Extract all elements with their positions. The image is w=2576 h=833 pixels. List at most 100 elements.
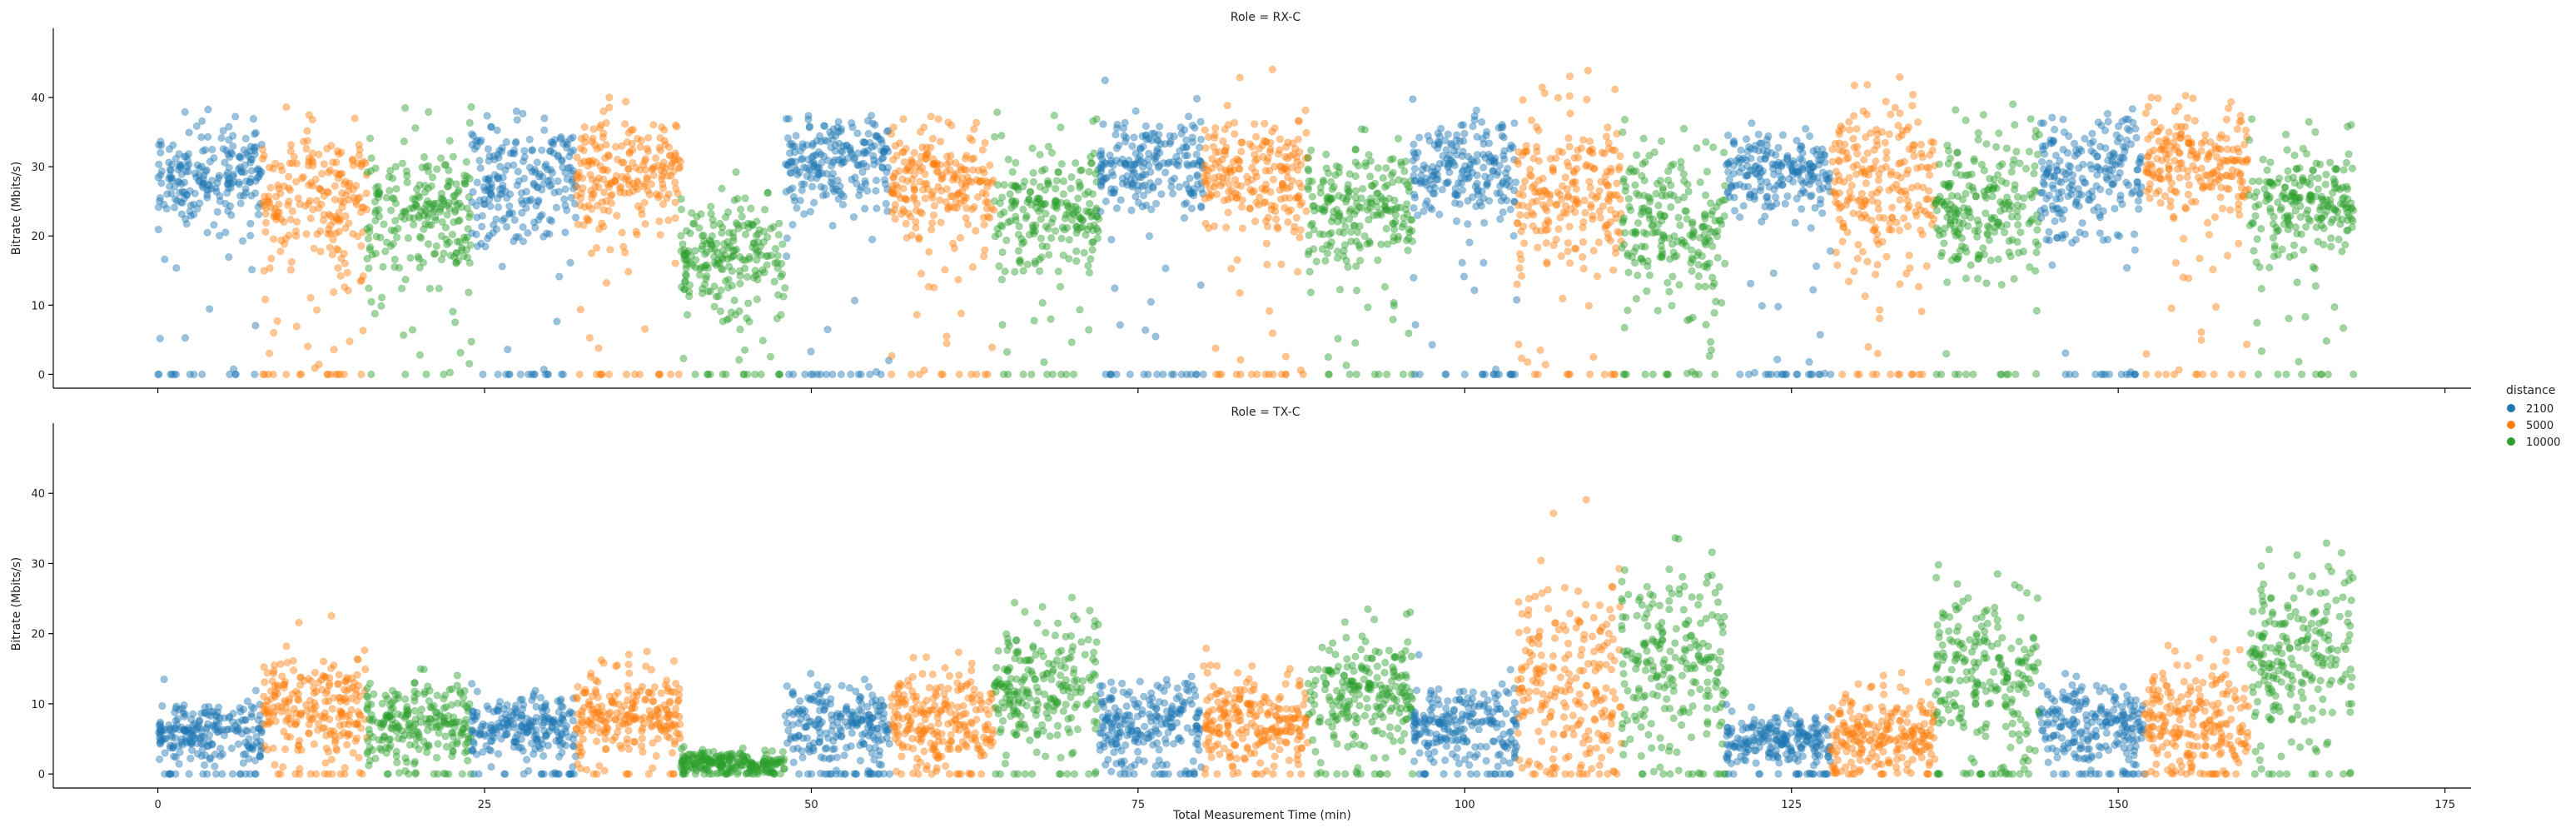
- data-point: [872, 132, 881, 141]
- data-point: [1874, 205, 1883, 213]
- data-point: [291, 227, 301, 236]
- data-point: [741, 230, 750, 239]
- data-point: [2155, 137, 2164, 146]
- data-point: [1101, 76, 1110, 85]
- data-point: [1872, 157, 1880, 166]
- data-point: [359, 203, 368, 212]
- data-point: [510, 237, 518, 246]
- data-point: [478, 212, 486, 220]
- data-point: [2093, 152, 2101, 161]
- data-point: [1458, 167, 1466, 177]
- data-point: [1881, 138, 1889, 147]
- data-point: [304, 199, 313, 208]
- data-point: [2051, 217, 2059, 226]
- data-point: [2196, 254, 2204, 262]
- data-point: [454, 217, 463, 226]
- data-point: [561, 185, 569, 193]
- data-point: [1276, 135, 1285, 143]
- data-point: [2078, 219, 2086, 227]
- data-point: [2290, 192, 2299, 202]
- data-point: [674, 155, 683, 164]
- data-point: [2344, 195, 2352, 203]
- data-point: [1029, 168, 1037, 177]
- data-point: [622, 370, 631, 379]
- data-point: [643, 173, 651, 182]
- data-point: [1769, 170, 1778, 179]
- data-point: [1092, 115, 1101, 123]
- data-point: [1703, 167, 1712, 176]
- data-point: [2317, 214, 2326, 222]
- data-point: [392, 233, 401, 242]
- data-point: [165, 182, 174, 191]
- data-point: [183, 191, 191, 199]
- data-point: [1668, 272, 1677, 281]
- data-point: [664, 190, 673, 198]
- data-point: [1652, 189, 1660, 198]
- data-point: [1193, 171, 1201, 179]
- data-point: [934, 182, 942, 191]
- data-point: [178, 199, 186, 207]
- data-point: [1854, 241, 1862, 249]
- data-point: [1694, 272, 1703, 281]
- data-point: [718, 184, 726, 193]
- data-point: [1630, 258, 1639, 267]
- data-point: [643, 144, 651, 153]
- data-point: [186, 370, 194, 379]
- data-point: [331, 182, 340, 191]
- data-point: [1458, 186, 1467, 195]
- data-point: [198, 181, 206, 190]
- data-point: [154, 225, 163, 234]
- data-point: [377, 302, 385, 310]
- data-point: [724, 262, 734, 271]
- data-point: [1014, 186, 1022, 194]
- data-point: [324, 168, 333, 177]
- data-point: [606, 246, 614, 254]
- data-point: [2189, 162, 2197, 171]
- data-point: [310, 244, 318, 252]
- data-point: [1758, 139, 1766, 147]
- data-point: [221, 158, 229, 167]
- data-point: [1087, 255, 1095, 263]
- data-point: [982, 190, 990, 199]
- data-point: [269, 235, 278, 243]
- data-point: [157, 141, 166, 150]
- data-point: [1796, 162, 1804, 172]
- data-point: [284, 201, 292, 210]
- data-point: [2293, 278, 2301, 287]
- data-point: [2073, 149, 2082, 158]
- data-point: [231, 370, 240, 379]
- data-point: [1868, 370, 1877, 379]
- data-point: [1979, 244, 1987, 252]
- data-point: [1561, 173, 1570, 182]
- data-point: [659, 184, 668, 192]
- data-point: [1295, 117, 1304, 126]
- data-point: [215, 232, 224, 240]
- data-point: [566, 135, 574, 143]
- data-point: [349, 230, 357, 238]
- data-point: [261, 227, 270, 237]
- data-point: [1840, 177, 1848, 187]
- data-point: [247, 266, 256, 274]
- data-point: [216, 197, 224, 206]
- data-point: [2335, 235, 2343, 244]
- data-point: [1896, 72, 1904, 82]
- data-point: [1047, 234, 1056, 242]
- data-point: [937, 218, 945, 227]
- data-point: [511, 139, 520, 147]
- data-point: [160, 200, 168, 209]
- data-point: [1656, 177, 1665, 185]
- data-point: [872, 177, 881, 185]
- data-point: [2122, 263, 2131, 272]
- data-point: [210, 221, 218, 229]
- data-point: [1940, 239, 1948, 247]
- data-point: [1411, 177, 1420, 185]
- data-point: [587, 205, 596, 213]
- data-point: [1804, 172, 1813, 180]
- data-point: [1435, 132, 1445, 141]
- data-point: [184, 150, 193, 158]
- data-point: [2238, 370, 2246, 379]
- data-point: [938, 173, 947, 182]
- data-point: [216, 192, 224, 201]
- data-point: [710, 302, 719, 311]
